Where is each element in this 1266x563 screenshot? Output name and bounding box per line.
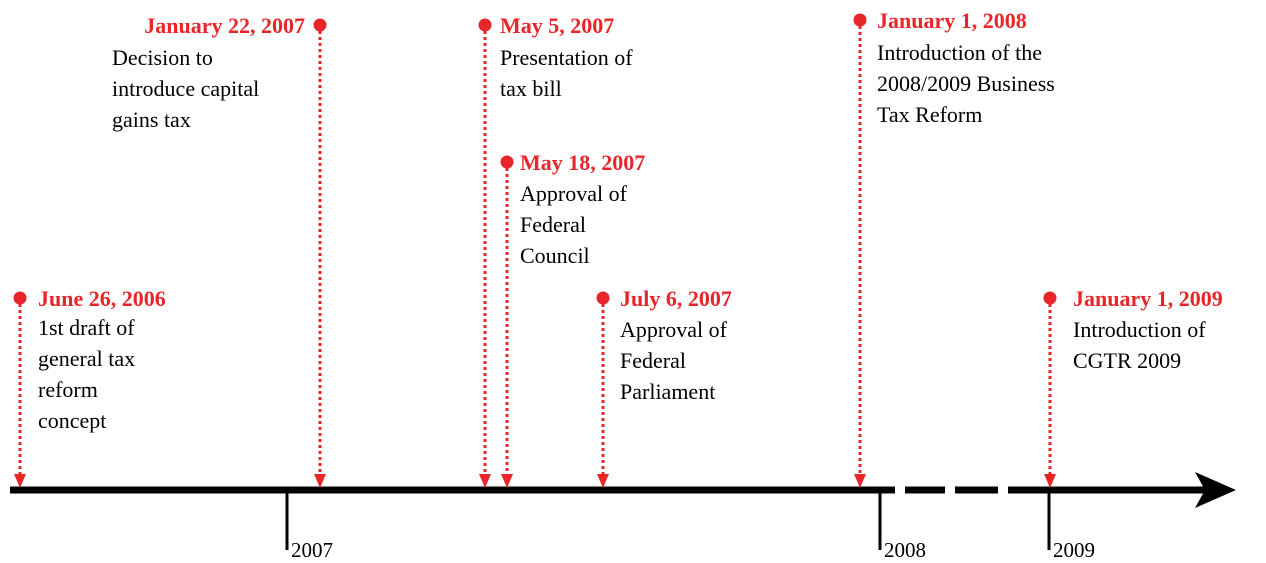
event-description: Parliament [620, 379, 715, 404]
event-dot [596, 291, 610, 305]
event-dot [13, 291, 27, 305]
event: May 18, 2007 Approval of Federal Council [500, 150, 645, 488]
event-description: Council [520, 243, 590, 268]
event-arrow [314, 474, 326, 488]
event-arrow [501, 474, 513, 488]
event-dot [853, 13, 867, 27]
event-description: Approval of [620, 317, 728, 342]
event-description: Introduction of the [877, 40, 1042, 65]
event-description: Approval of [520, 181, 628, 206]
event-date: July 6, 2007 [620, 286, 732, 311]
event: July 6, 2007 Approval of Federal Parliament [596, 286, 732, 488]
year-label: 2008 [884, 538, 926, 562]
event-description: Federal [620, 348, 686, 373]
event-arrow [1044, 474, 1056, 488]
event: January 1, 2009 Introduction of CGTR 2009 [1043, 286, 1223, 488]
event-dot [1043, 291, 1057, 305]
axis [10, 472, 1236, 508]
event-date: January 1, 2009 [1073, 286, 1223, 311]
event-description: introduce capital [112, 76, 259, 101]
event-description: Decision to [112, 45, 213, 70]
event-description: 1st draft of [38, 315, 135, 340]
event-description: general tax [38, 346, 135, 371]
event-date: May 18, 2007 [520, 150, 645, 175]
event-date: January 1, 2008 [877, 8, 1027, 33]
event-dot [500, 155, 514, 169]
event-arrow [854, 474, 866, 488]
event-description: tax bill [500, 76, 562, 101]
event-description: Introduction of [1073, 317, 1206, 342]
event-date: January 22, 2007 [144, 13, 305, 38]
axis-arrow [1195, 472, 1236, 508]
event-date: May 5, 2007 [500, 13, 614, 38]
event-description: reform [38, 377, 98, 402]
event-description: Tax Reform [877, 102, 982, 127]
event: June 26, 2006 1st draft of general tax refo… [13, 286, 166, 488]
event: January 1, 2008 Introduction of the 2008/2… [853, 8, 1055, 488]
event-description: 2008/2009 Business [877, 71, 1055, 96]
event-arrow [597, 474, 609, 488]
event-arrow [479, 474, 491, 488]
year-label: 2007 [291, 538, 333, 562]
event-dot [313, 18, 327, 32]
event-description: CGTR 2009 [1073, 348, 1181, 373]
year-label: 2009 [1053, 538, 1095, 562]
event-description: Presentation of [500, 45, 633, 70]
event-description: Federal [520, 212, 586, 237]
event-description: concept [38, 408, 106, 433]
event-dot [478, 18, 492, 32]
event-description: gains tax [112, 107, 191, 132]
event: January 22, 2007 Decision to introduce cap… [112, 13, 327, 488]
event-arrow [14, 474, 26, 488]
event-date: June 26, 2006 [38, 286, 166, 311]
event: May 5, 2007 Presentation of tax bill [478, 13, 633, 488]
